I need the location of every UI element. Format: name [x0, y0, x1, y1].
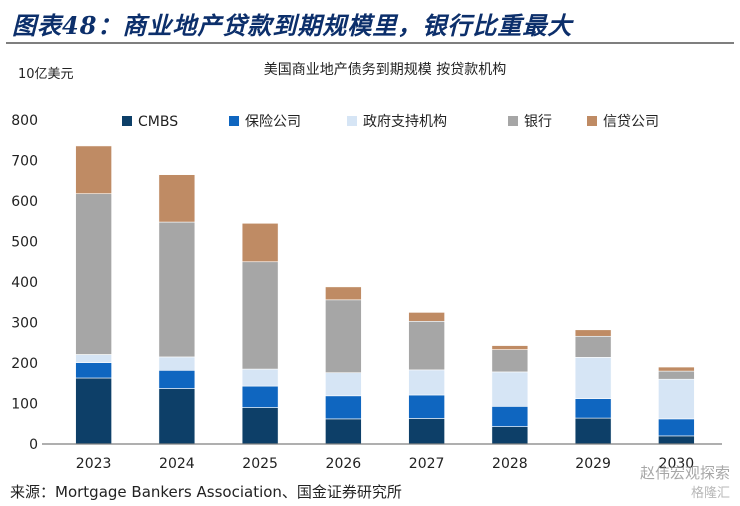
- legend-swatch: [229, 116, 239, 126]
- legend-swatch: [347, 116, 357, 126]
- legend-swatch: [508, 116, 518, 126]
- bar-segment: [574, 398, 612, 419]
- bar-segment: [241, 261, 279, 370]
- y-tick-label: 0: [29, 437, 38, 453]
- bar-segment: [75, 362, 112, 379]
- bar-segment: [658, 435, 695, 445]
- bar-segment: [574, 335, 612, 358]
- bar-segment: [241, 368, 279, 387]
- bars-layer: [75, 145, 695, 445]
- stacked-bar-chart: 美国商业地产债务到期规模 按贷款机构 10亿美元 CMBS 保险公司 政府支持机构 银…: [11, 62, 722, 472]
- bar-segment: [325, 286, 362, 301]
- bar-segment: [325, 418, 362, 445]
- y-tick-label: 300: [11, 316, 38, 332]
- x-tick-label: 2026: [326, 456, 362, 472]
- y-axis: 0 100 200 300 400 500 600 700 800: [11, 113, 38, 453]
- figure-header: 图表48：商业地产贷款到期规模里，银行比重最大: [0, 0, 740, 40]
- bar-segment: [408, 418, 445, 445]
- x-tick-label: 2025: [242, 456, 278, 472]
- bar-segment: [491, 426, 529, 445]
- bar-segment: [75, 193, 112, 355]
- bar-segment: [491, 371, 529, 407]
- bar-segment: [75, 377, 112, 445]
- y-tick-label: 800: [11, 113, 38, 129]
- bar-segment: [325, 395, 362, 420]
- bar-segment: [574, 329, 612, 337]
- source-note: 来源：Mortgage Bankers Association、国金证券研究所: [10, 483, 402, 501]
- y-tick-label: 100: [11, 397, 38, 413]
- bar-segment: [574, 357, 612, 399]
- bar-segment: [158, 369, 196, 389]
- legend-swatch: [587, 116, 597, 126]
- bar-segment: [658, 370, 695, 380]
- y-tick-label: 700: [11, 154, 38, 170]
- bar-segment: [75, 354, 112, 363]
- bar-segment: [241, 385, 279, 408]
- bar-segment: [408, 320, 445, 371]
- bar-segment: [325, 299, 362, 374]
- x-tick-label: 2029: [575, 456, 611, 472]
- bar-segment: [158, 221, 196, 358]
- y-tick-label: 400: [11, 275, 38, 291]
- title-divider: [6, 42, 734, 44]
- bar-segment: [491, 349, 529, 373]
- chart-title: 美国商业地产债务到期规模 按贷款机构: [264, 62, 506, 78]
- x-tick-label: 2023: [76, 456, 112, 472]
- legend-label: 银行: [524, 114, 552, 130]
- bar-segment: [158, 356, 196, 371]
- bar-segment: [491, 345, 529, 350]
- y-tick-label: 500: [11, 235, 38, 251]
- legend-label: 信贷公司: [603, 114, 659, 130]
- bar-segment: [158, 174, 196, 223]
- bar-segment: [408, 394, 445, 419]
- legend-label: CMBS: [138, 114, 178, 130]
- x-axis: 2023 2024 2025 2026 2027 2028 2029 2030: [42, 443, 722, 472]
- bar-segment: [241, 407, 279, 445]
- legend-swatch: [122, 116, 132, 126]
- bar-segment: [491, 406, 529, 427]
- legend-label: 政府支持机构: [363, 114, 447, 130]
- y-tick-label: 200: [11, 356, 38, 372]
- x-tick-label: 2024: [159, 456, 195, 472]
- bar-segment: [408, 312, 445, 322]
- bar-segment: [658, 366, 695, 372]
- bar-segment: [658, 378, 695, 420]
- bar-segment: [158, 388, 196, 445]
- x-tick-label: 2028: [492, 456, 528, 472]
- bar-segment: [574, 417, 612, 445]
- watermark-brand-text: 格隆汇: [690, 486, 730, 501]
- x-tick-label: 2030: [659, 456, 695, 472]
- chart-legend: CMBS 保险公司 政府支持机构 银行 信贷公司: [122, 114, 659, 130]
- y-tick-label: 600: [11, 194, 38, 210]
- bar-segment: [658, 418, 695, 437]
- bar-segment: [75, 145, 112, 195]
- bar-segment: [325, 372, 362, 397]
- figure-title: 图表48：商业地产贷款到期规模里，银行比重最大: [12, 11, 573, 40]
- watermark-text: 赵伟宏观探索: [639, 464, 730, 482]
- bar-segment: [241, 222, 279, 263]
- y-axis-unit-label: 10亿美元: [18, 67, 74, 82]
- bar-segment: [408, 369, 445, 396]
- x-tick-label: 2027: [409, 456, 445, 472]
- legend-label: 保险公司: [245, 114, 301, 130]
